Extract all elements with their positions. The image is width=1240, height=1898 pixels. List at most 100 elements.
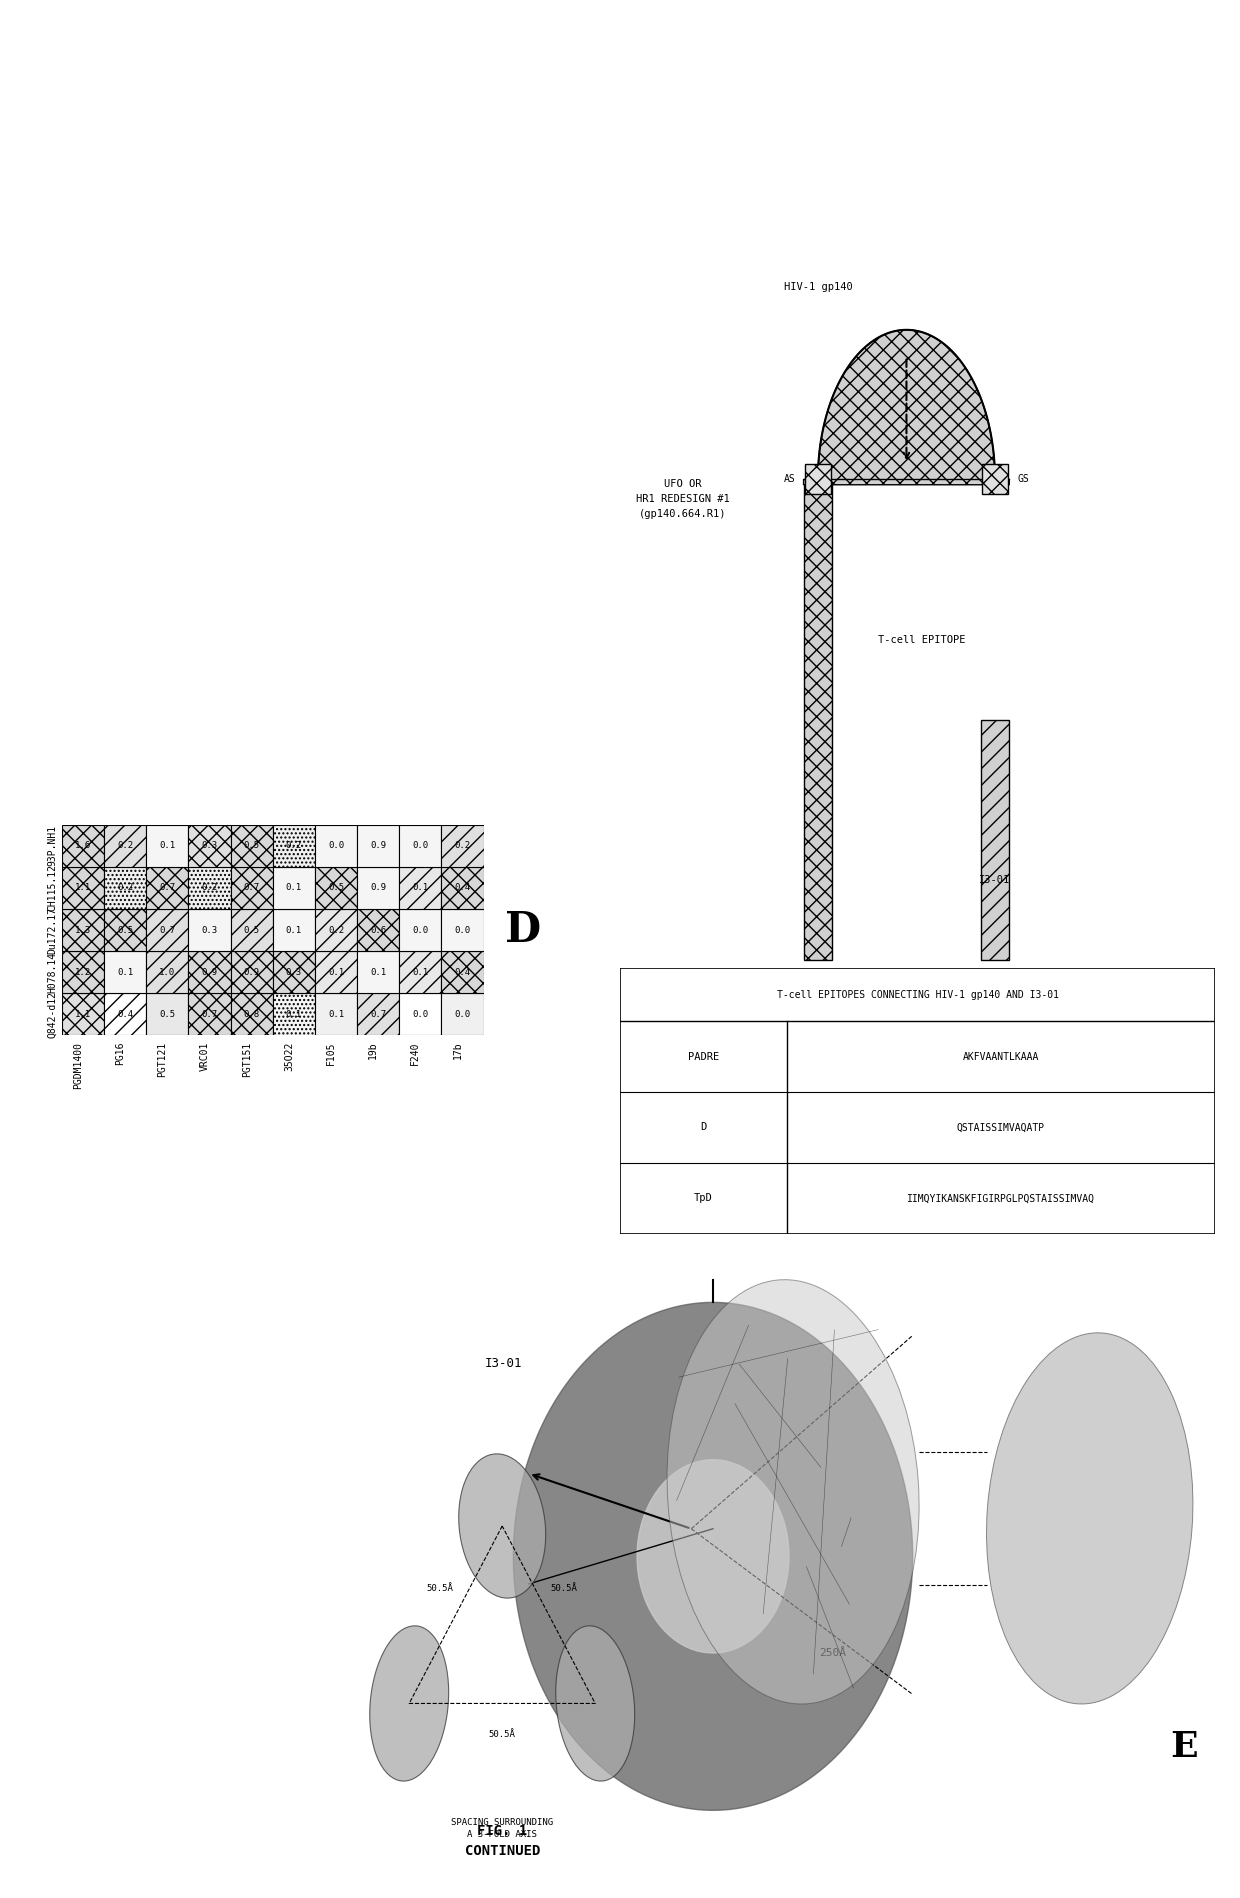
Text: 1.6: 1.6 [74,841,92,850]
Bar [315,824,357,867]
Polygon shape [551,1349,875,1763]
Bar [62,909,104,951]
Text: 0.2: 0.2 [117,883,134,892]
Text: 0.0: 0.0 [412,841,429,850]
Text: 50.5Å: 50.5Å [489,1731,516,1739]
Bar [981,719,1009,960]
Bar [273,993,315,1036]
Text: PADRE: PADRE [688,1051,719,1061]
Bar [273,867,315,909]
Text: Du172.17: Du172.17 [47,907,57,953]
Text: 1.1: 1.1 [74,883,92,892]
Bar [399,951,441,993]
Text: 0.5: 0.5 [159,1010,176,1019]
Text: 0.2: 0.2 [454,841,471,850]
Bar [231,909,273,951]
Ellipse shape [459,1454,546,1598]
Text: SPACING SURROUNDING
A 3-FOLD AXIS: SPACING SURROUNDING A 3-FOLD AXIS [451,1818,553,1839]
Text: IIMQYIKANSKFIGIRPGLPQSTAISSIMVAQ: IIMQYIKANSKFIGIRPGLPQSTAISSIMVAQ [906,1194,1095,1203]
Bar [231,951,273,993]
Text: 19b: 19b [368,1042,378,1059]
Ellipse shape [370,1627,449,1780]
Text: T-cell EPITOPES CONNECTING HIV-1 gp140 AND I3-01: T-cell EPITOPES CONNECTING HIV-1 gp140 A… [776,989,1059,1000]
Text: FIG. 1
CONTINUED: FIG. 1 CONTINUED [465,1824,539,1858]
Text: 50.5Å: 50.5Å [427,1585,454,1592]
Ellipse shape [987,1332,1193,1704]
Text: TpD: TpD [694,1194,713,1203]
Text: H078.14: H078.14 [47,951,57,993]
Text: QSTAISSIMVAQATP: QSTAISSIMVAQATP [957,1122,1045,1133]
Text: 0.7: 0.7 [159,926,176,934]
Bar [315,867,357,909]
Polygon shape [637,1460,789,1653]
Text: 0.1: 0.1 [285,926,303,934]
Bar [188,909,231,951]
Bar [104,867,146,909]
Bar [982,465,1008,493]
Text: 0.1: 0.1 [370,968,387,977]
Text: PG16: PG16 [115,1042,125,1065]
Text: 0.2: 0.2 [117,841,134,850]
Text: 0.2: 0.2 [201,883,218,892]
Bar [62,824,104,867]
Bar [315,951,357,993]
Text: 0.3: 0.3 [201,926,218,934]
Text: 0.5: 0.5 [243,926,260,934]
Text: VRC01: VRC01 [200,1042,210,1070]
Bar [804,480,832,960]
Bar [357,993,399,1036]
Text: GS: GS [1018,474,1029,484]
Bar [62,867,104,909]
Text: 0.0: 0.0 [412,926,429,934]
Text: 50.5Å: 50.5Å [551,1585,578,1592]
Text: 0.5: 0.5 [327,883,345,892]
Bar [441,951,484,993]
Bar [357,951,399,993]
Bar [315,909,357,951]
Text: 0.9: 0.9 [201,968,218,977]
Bar [62,993,104,1036]
Text: E: E [1171,1731,1198,1765]
Text: 0.9: 0.9 [370,883,387,892]
Bar [104,824,146,867]
Text: 0.4: 0.4 [454,883,471,892]
Bar [441,867,484,909]
Text: 35O22: 35O22 [284,1042,294,1070]
Bar [273,909,315,951]
Text: 93P.NH1: 93P.NH1 [47,826,57,865]
Bar [104,993,146,1036]
Bar [146,867,188,909]
Bar [104,951,146,993]
Bar [273,824,315,867]
Text: AKFVAANTLKAAA: AKFVAANTLKAAA [962,1051,1039,1061]
Ellipse shape [556,1627,635,1780]
Text: UFO OR
HR1 REDESIGN #1
(gp140.664.R1): UFO OR HR1 REDESIGN #1 (gp140.664.R1) [636,480,729,518]
Text: 1.0: 1.0 [159,968,176,977]
Text: 0.1: 0.1 [412,968,429,977]
Text: 0.7: 0.7 [159,883,176,892]
Text: 0.4: 0.4 [117,1010,134,1019]
Bar [399,909,441,951]
Text: F105: F105 [326,1042,336,1065]
Bar [273,951,315,993]
Bar [104,909,146,951]
Text: 0.0: 0.0 [327,841,345,850]
Text: HIV-1 gp140: HIV-1 gp140 [784,283,852,292]
Text: 0.9: 0.9 [243,968,260,977]
Text: 0.5: 0.5 [117,926,134,934]
Bar [357,824,399,867]
Text: PGDM1400: PGDM1400 [73,1042,83,1089]
Text: 0.5: 0.5 [243,841,260,850]
Text: 0.6: 0.6 [370,926,387,934]
Polygon shape [804,330,1009,484]
Text: 0.1: 0.1 [285,1010,303,1019]
Text: 250Å: 250Å [818,1647,846,1659]
Bar [441,993,484,1036]
Text: 0.3: 0.3 [285,968,303,977]
Text: 0.1: 0.1 [327,968,345,977]
Bar [62,951,104,993]
Text: I3-01: I3-01 [485,1357,522,1370]
Bar [146,824,188,867]
Text: 0.7: 0.7 [201,1010,218,1019]
Text: 0.1: 0.1 [327,1010,345,1019]
